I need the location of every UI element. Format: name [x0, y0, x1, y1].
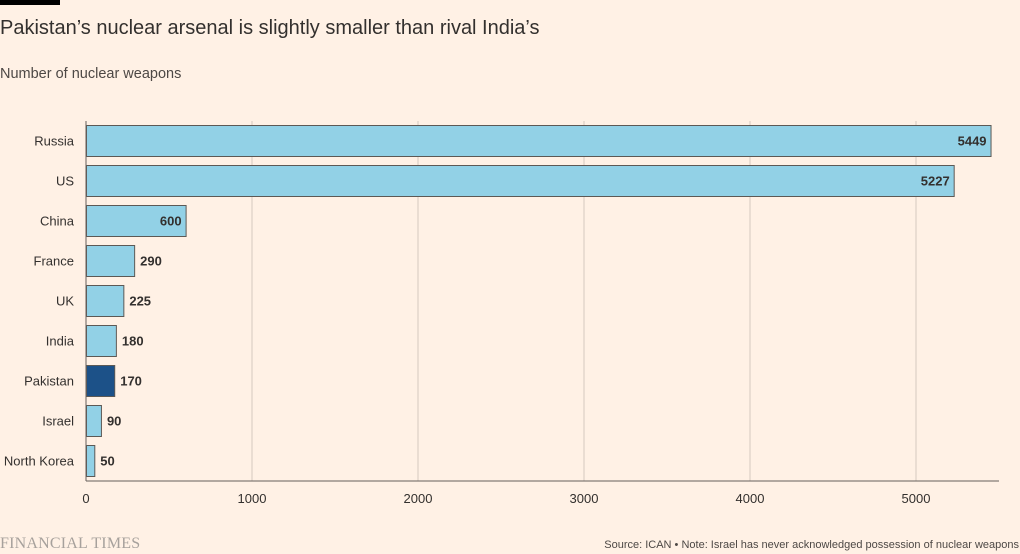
- bar-china: [86, 205, 187, 237]
- category-label: Pakistan: [24, 374, 74, 389]
- bar-pakistan: [86, 365, 116, 397]
- category-label: India: [46, 334, 75, 349]
- value-label: 170: [120, 374, 142, 389]
- value-label: 90: [107, 414, 121, 429]
- value-label: 600: [160, 214, 182, 229]
- bar-north-korea: [86, 445, 96, 477]
- x-tick-label: 5000: [902, 491, 931, 506]
- category-label: Russia: [34, 134, 75, 149]
- category-label: Israel: [42, 414, 74, 429]
- category-label: France: [34, 254, 74, 269]
- bar-layer: 5449 5227 600 290 225 180 170 90 50: [86, 125, 992, 477]
- category-label: UK: [56, 294, 74, 309]
- bar-russia: [86, 125, 992, 157]
- publisher-logo: FINANCIAL TIMES: [0, 535, 141, 552]
- value-label: 225: [129, 294, 151, 309]
- value-label: 5449: [958, 134, 987, 149]
- bar-france: [86, 245, 136, 277]
- bar-us: [86, 165, 955, 197]
- x-tick-label: 0: [82, 491, 89, 506]
- x-tick-label: 1000: [238, 491, 267, 506]
- chart-title: Pakistan’s nuclear arsenal is slightly s…: [0, 17, 540, 39]
- category-label: China: [40, 214, 75, 229]
- value-label: 50: [100, 454, 114, 469]
- chart-subtitle: Number of nuclear weapons: [0, 66, 182, 82]
- top-accent-bar: [0, 0, 60, 5]
- bar-india: [86, 325, 117, 357]
- x-tick-label: 4000: [736, 491, 765, 506]
- category-label: North Korea: [4, 454, 75, 469]
- axis-layer: 0 1000 2000 3000 4000 5000 Russia US China France…: [4, 121, 999, 506]
- source-note: Source: ICAN • Note: Israel has never ac…: [604, 539, 1019, 551]
- x-tick-label: 2000: [404, 491, 433, 506]
- value-label: 5227: [921, 174, 950, 189]
- value-label: 180: [122, 334, 144, 349]
- bar-israel: [86, 405, 102, 437]
- bar-uk: [86, 285, 125, 317]
- value-label: 290: [140, 254, 162, 269]
- x-tick-label: 3000: [570, 491, 599, 506]
- category-label: US: [56, 174, 74, 189]
